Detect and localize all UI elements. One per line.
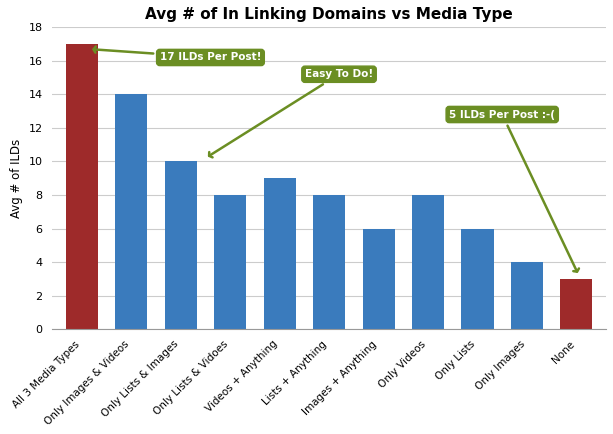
- Bar: [511, 262, 543, 329]
- Bar: [165, 161, 197, 329]
- Bar: [560, 279, 592, 329]
- Bar: [264, 178, 295, 329]
- Text: Easy To Do!: Easy To Do!: [209, 69, 373, 158]
- Text: 5 ILDs Per Post :-(: 5 ILDs Per Post :-(: [449, 109, 579, 272]
- Y-axis label: Avg # of ILDs: Avg # of ILDs: [10, 138, 23, 218]
- Bar: [412, 195, 444, 329]
- Text: 17 ILDs Per Post!: 17 ILDs Per Post!: [94, 46, 261, 62]
- Bar: [313, 195, 345, 329]
- Bar: [115, 94, 147, 329]
- Bar: [66, 44, 98, 329]
- Bar: [214, 195, 246, 329]
- Bar: [462, 229, 493, 329]
- Bar: [362, 229, 395, 329]
- Title: Avg # of In Linking Domains vs Media Type: Avg # of In Linking Domains vs Media Typ…: [145, 7, 513, 22]
